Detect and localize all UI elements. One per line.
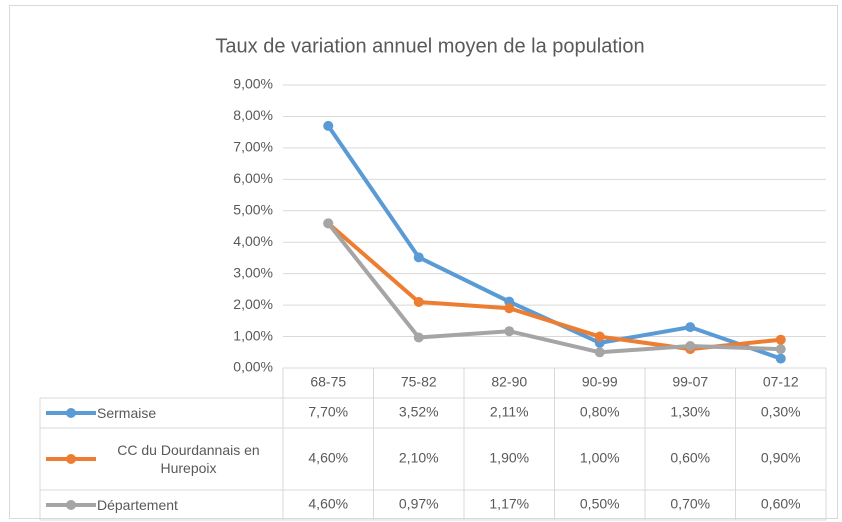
marker xyxy=(685,322,696,333)
marker xyxy=(323,120,334,131)
y-tick-label: 0,00% xyxy=(233,359,273,375)
y-tick-label: 3,00% xyxy=(233,264,273,280)
y-tick-label: 8,00% xyxy=(233,107,273,123)
table-cell: 0,30% xyxy=(761,404,801,420)
table-cell: 2,11% xyxy=(490,404,529,420)
y-tick-label: 6,00% xyxy=(233,170,273,186)
table-cell: 0,60% xyxy=(761,496,801,512)
table-cell: 7,70% xyxy=(308,404,348,420)
marker xyxy=(775,344,786,355)
marker xyxy=(504,326,515,337)
series-line xyxy=(326,222,781,355)
marker xyxy=(594,347,605,358)
marker xyxy=(594,331,605,342)
table-cell: 4,60% xyxy=(308,450,348,466)
table-cell: 1,90% xyxy=(489,450,529,466)
marker xyxy=(775,353,786,364)
x-tick-label: 90-99 xyxy=(582,374,618,390)
x-tick-label: 99-07 xyxy=(672,374,708,390)
legend-label: Département xyxy=(97,497,178,513)
table-cell: 1,30% xyxy=(670,404,710,420)
y-tick-label: 2,00% xyxy=(233,296,273,312)
marker xyxy=(685,340,696,351)
x-tick-label: 82-90 xyxy=(491,374,527,390)
x-tick-label: 75-82 xyxy=(401,374,437,390)
y-tick-label: 5,00% xyxy=(233,201,273,217)
table-cell: 0,70% xyxy=(670,496,710,512)
legend-marker xyxy=(66,500,76,510)
marker xyxy=(413,252,424,263)
marker xyxy=(775,334,786,345)
table-cell: 2,10% xyxy=(399,450,439,466)
table-cell: 0,50% xyxy=(580,496,620,512)
table-cell: 3,52% xyxy=(399,404,439,420)
chart-border xyxy=(9,5,838,519)
y-tick-label: 9,00% xyxy=(233,76,273,92)
table-cell: 1,17% xyxy=(489,496,529,512)
x-tick-label: 68-75 xyxy=(310,374,346,390)
legend-marker xyxy=(66,408,76,418)
marker xyxy=(413,332,424,343)
chart-title: Taux de variation annuel moyen de la pop… xyxy=(215,35,644,57)
table-cell: 0,90% xyxy=(761,450,801,466)
table-cell: 1,00% xyxy=(580,450,620,466)
legend-label: Sermaise xyxy=(97,405,157,421)
legend-marker xyxy=(66,454,76,464)
legend-label: CC du Dourdannais en Hurepoix xyxy=(117,442,260,476)
table-cell: 0,60% xyxy=(670,450,710,466)
y-tick-label: 1,00% xyxy=(233,327,273,343)
marker xyxy=(413,296,424,307)
x-tick-label: 07-12 xyxy=(763,374,799,390)
y-tick-label: 7,00% xyxy=(233,139,273,155)
y-tick-label: 4,00% xyxy=(233,233,273,249)
table-cell: 0,80% xyxy=(580,404,620,420)
marker xyxy=(323,218,334,229)
table-cell: 4,60% xyxy=(308,496,348,512)
marker xyxy=(504,303,515,314)
table-cell: 0,97% xyxy=(399,496,439,512)
